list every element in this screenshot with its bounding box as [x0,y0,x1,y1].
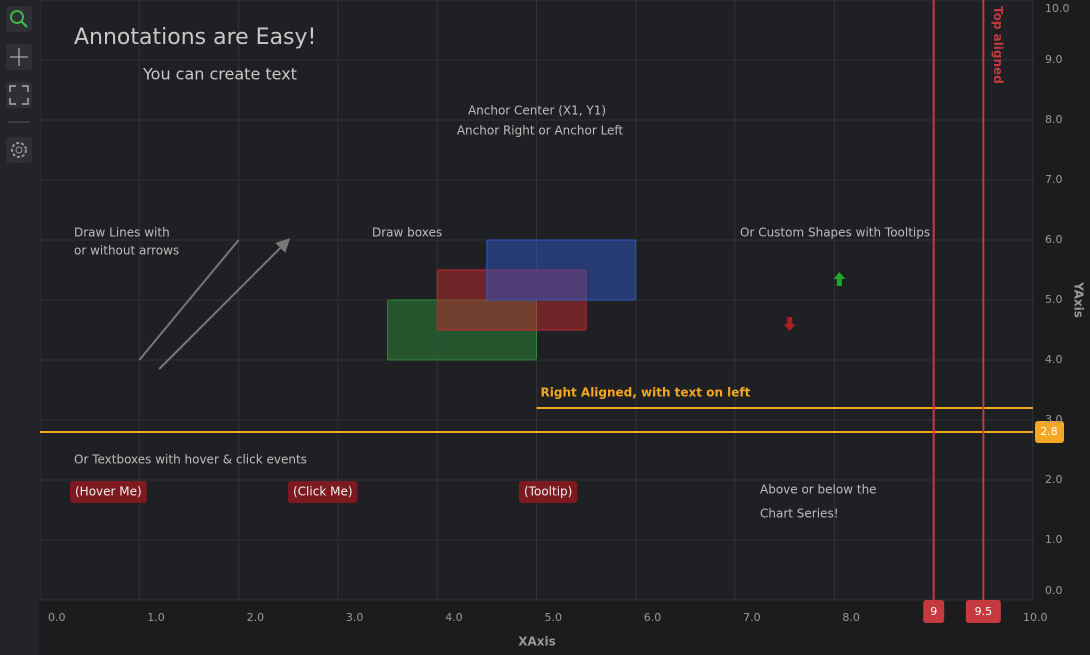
custom-shape[interactable] [783,317,796,331]
y-tick-label: 2.0 [1045,473,1063,486]
note: Or Custom Shapes with Tooltips [740,226,930,240]
x-tick-label: 3.0 [346,611,364,624]
note: Chart Series! [760,507,839,521]
button-label: (Click Me) [293,485,353,499]
y-axis-label: YAxis [1072,281,1086,318]
line-annotation [158,238,291,370]
button-box [288,481,358,503]
axis-label-box [1035,421,1064,443]
title: Annotations are Easy! [74,25,316,50]
textbox-button[interactable]: (Tooltip) [519,481,578,503]
note: Anchor Right or Anchor Left [457,124,624,138]
note: Draw boxes [372,226,442,240]
y-tick-label: 10.0 [1045,2,1070,15]
note: Or Textboxes with hover & click events [74,453,307,467]
axis-label: 9.5 [975,605,993,618]
y-tick-label: 6.0 [1045,233,1063,246]
x-tick-label: 10.0 [1023,611,1048,624]
y-tick-label: 4.0 [1045,353,1063,366]
x-tick-label: 7.0 [743,611,761,624]
button-label: (Tooltip) [524,485,572,499]
x-tick-label: 4.0 [445,611,463,624]
line-text: Top aligned [991,6,1005,84]
x-axis-label: XAxis [518,635,556,649]
x-tick-label: 0.0 [48,611,66,624]
button-box [519,481,578,503]
subtitle: You can create text [142,65,297,84]
toolbar-settings[interactable] [6,137,32,163]
x-tick-label: 1.0 [147,611,165,624]
axis-label: 2.8 [1040,425,1058,438]
line-annotation [138,239,240,361]
textbox-button[interactable]: (Click Me) [288,481,358,503]
textbox-button[interactable]: (Hover Me) [70,481,147,503]
axis-label: 9 [930,605,937,618]
x-tick-label: 2.0 [247,611,265,624]
note: Above or below the [760,483,877,497]
note: Anchor Center (X1, Y1) [468,104,606,118]
y-tick-label: 5.0 [1045,293,1063,306]
axis-label-box [965,600,1001,623]
toolbar-fit[interactable] [6,82,32,108]
toolbar [0,0,38,655]
x-tick-label: 6.0 [644,611,662,624]
y-tick-label: 8.0 [1045,113,1063,126]
toolbar-pan[interactable] [6,44,32,70]
axis-label-box [923,600,945,623]
y-tick-label: 0.0 [1045,584,1063,597]
box-annotation[interactable] [486,239,637,301]
y-tick-label: 9.0 [1045,53,1063,66]
y-tick-label: 1.0 [1045,533,1063,546]
line-text: Right Aligned, with text on left [541,386,751,400]
y-tick-label: 3.0 [1045,413,1063,426]
button-box [70,481,147,503]
note: Draw Lines with [74,226,170,240]
button-label: (Hover Me) [75,485,142,499]
custom-shape[interactable] [833,272,846,286]
note: or without arrows [74,244,179,258]
toolbar-zoom[interactable] [6,6,32,32]
y-tick-label: 7.0 [1045,173,1063,186]
x-tick-label: 5.0 [545,611,563,624]
x-tick-label: 8.0 [842,611,860,624]
